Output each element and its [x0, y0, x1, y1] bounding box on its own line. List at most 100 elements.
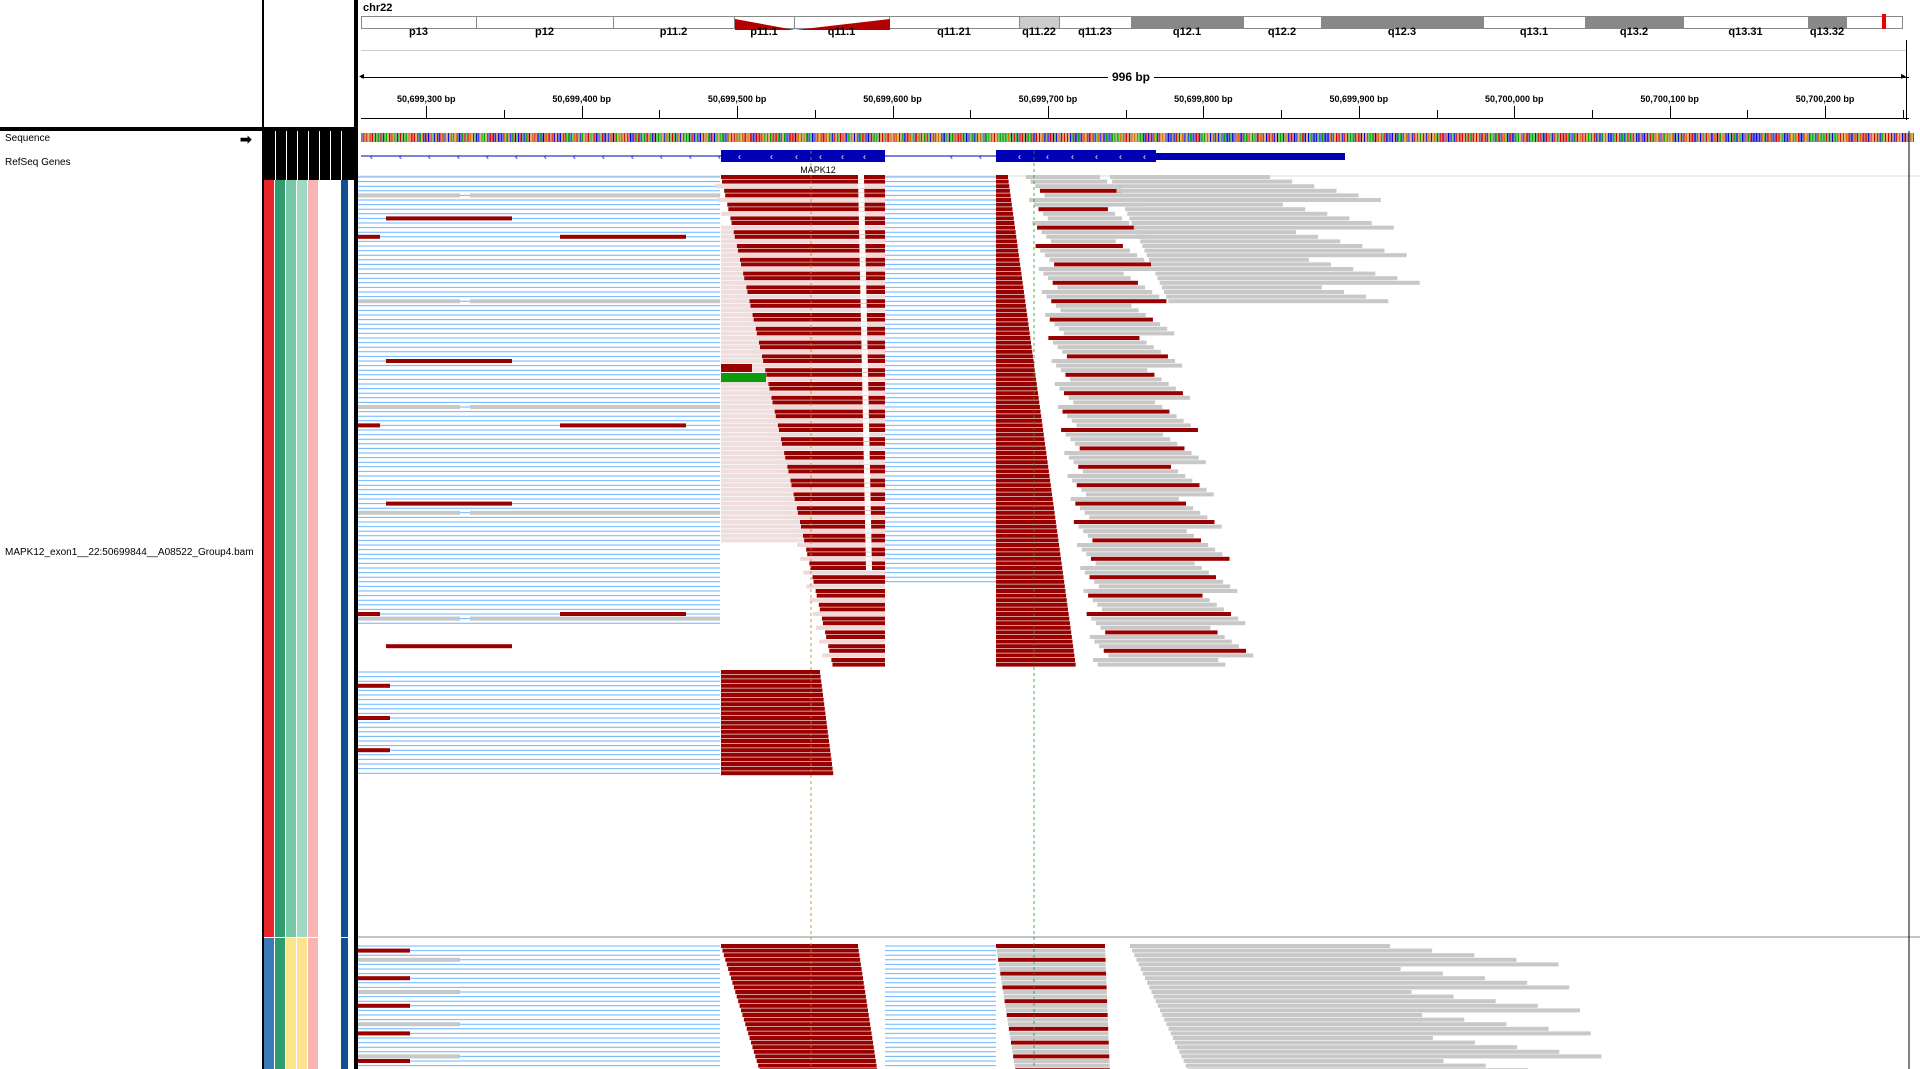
aligned-read	[1064, 391, 1183, 396]
attribute-cell[interactable]	[286, 180, 297, 937]
ideogram-band[interactable]	[1020, 17, 1060, 28]
sequence-base	[1348, 133, 1350, 142]
sequence-base	[1015, 133, 1017, 142]
aligned-read	[1038, 207, 1108, 212]
panel-divider[interactable]	[262, 0, 265, 1069]
ideogram-band[interactable]	[1132, 17, 1244, 28]
sequence-base	[412, 133, 414, 142]
sequence-base	[496, 133, 498, 142]
sequence-base	[600, 133, 602, 142]
attribute-cell[interactable]	[264, 938, 275, 1069]
read-gap	[863, 423, 870, 428]
ideogram-band[interactable]	[477, 17, 614, 28]
attribute-cell[interactable]	[297, 938, 308, 1069]
attribute-cell[interactable]	[330, 938, 341, 1069]
sequence-base	[1516, 133, 1518, 142]
sequence-base	[536, 133, 538, 142]
aligned-read	[1181, 1054, 1602, 1059]
strand-arrow-icon[interactable]: ➡	[240, 131, 252, 147]
sequence-base	[815, 133, 817, 142]
tracks-canvas[interactable]: ‹‹‹‹‹‹‹‹‹‹‹‹‹‹‹‹‹‹‹‹‹‹‹‹‹‹‹‹‹‹‹‹‹‹MAPK12	[358, 131, 1920, 1069]
ideogram-band[interactable]	[1322, 17, 1484, 28]
attribute-cell[interactable]	[319, 180, 330, 937]
aligned-read	[358, 748, 390, 753]
ideogram-band[interactable]	[795, 17, 890, 30]
ideogram-band[interactable]	[1684, 17, 1809, 28]
aligned-read	[996, 349, 1033, 354]
sequence-base	[1006, 133, 1008, 142]
ruler-minor-tick	[1747, 110, 1749, 118]
sequence-base	[1178, 133, 1181, 142]
aligned-read	[1083, 589, 1238, 593]
gene-name-label[interactable]: MAPK12	[800, 165, 836, 175]
alignment-track-label[interactable]: MAPK12_exon1__22:50699844__A08522_Group4…	[5, 547, 254, 558]
ideogram-band[interactable]	[1484, 17, 1586, 28]
ideogram-band[interactable]	[890, 17, 1020, 28]
attribute-cell[interactable]	[275, 938, 286, 1069]
aligned-read	[722, 179, 885, 184]
ideogram-band[interactable]	[1244, 17, 1322, 28]
aligned-read	[1070, 437, 1171, 442]
chromosome-name[interactable]: chr22	[363, 2, 393, 14]
attribute-group-1[interactable]	[264, 180, 354, 937]
ideogram-band[interactable]	[1586, 17, 1684, 28]
panel-divider[interactable]	[354, 0, 358, 1069]
aligned-read	[721, 313, 753, 317]
attribute-cell[interactable]	[297, 180, 308, 937]
sequence-base	[1875, 133, 1877, 142]
aligned-read	[721, 538, 805, 543]
sequence-base	[598, 133, 601, 142]
ideogram-band[interactable]	[614, 17, 735, 28]
sequence-base	[640, 133, 642, 142]
attribute-cell[interactable]	[341, 938, 349, 1069]
attribute-cell[interactable]	[341, 180, 349, 937]
sequence-base	[1196, 133, 1198, 142]
sequence-track-label[interactable]: Sequence	[5, 133, 51, 144]
ideogram-band[interactable]	[1809, 17, 1847, 28]
sequence-base	[361, 133, 363, 142]
aligned-read	[742, 1013, 869, 1017]
sequence-base	[788, 133, 790, 142]
sequence-base	[875, 133, 877, 142]
aligned-read	[758, 340, 885, 345]
read-gap	[861, 345, 868, 350]
sequence-base	[1063, 133, 1065, 142]
read-gap	[864, 469, 871, 474]
aligned-read	[996, 234, 1017, 239]
sequence-base	[1387, 133, 1389, 142]
aligned-read	[787, 501, 885, 506]
aligned-read	[721, 364, 752, 372]
attribute-cell[interactable]	[264, 180, 275, 937]
aligned-read	[818, 602, 885, 607]
sequence-base	[1426, 133, 1428, 142]
sequence-base	[1701, 133, 1703, 142]
read-gap	[862, 395, 869, 400]
sequence-base	[1307, 133, 1310, 142]
data-panel[interactable]: chr22 p13 p12 p11.2 p11.1 q11.1 q11.21 q11.22 q…	[358, 0, 1920, 1069]
ideogram-band[interactable]	[735, 17, 795, 30]
sequence-base	[415, 133, 417, 142]
aligned-read	[762, 391, 885, 396]
sequence-base	[406, 133, 408, 142]
attribute-cell[interactable]	[275, 180, 286, 937]
sequence-base	[393, 133, 395, 142]
aligned-read	[769, 386, 885, 391]
sequence-base	[1172, 133, 1174, 142]
aligned-read	[721, 248, 738, 253]
attribute-cell[interactable]	[308, 938, 319, 1069]
gene-strand-icon: ‹	[979, 152, 982, 162]
attribute-cell[interactable]	[319, 938, 330, 1069]
ideogram-band[interactable]	[1060, 17, 1132, 28]
sequence-base	[811, 133, 814, 142]
attribute-cell[interactable]	[330, 180, 341, 937]
attribute-cell[interactable]	[286, 938, 297, 1069]
refseq-track-label[interactable]: RefSeq Genes	[5, 157, 71, 168]
sequence-base	[720, 133, 722, 142]
sequence-base	[561, 133, 563, 142]
sequence-base	[486, 133, 489, 142]
attribute-group-2[interactable]	[264, 938, 354, 1069]
attribute-cell[interactable]	[308, 180, 319, 937]
chromosome-ideogram[interactable]	[361, 16, 1903, 30]
gene-strand-icon: ‹	[1046, 152, 1049, 162]
ideogram-band[interactable]	[362, 17, 477, 28]
